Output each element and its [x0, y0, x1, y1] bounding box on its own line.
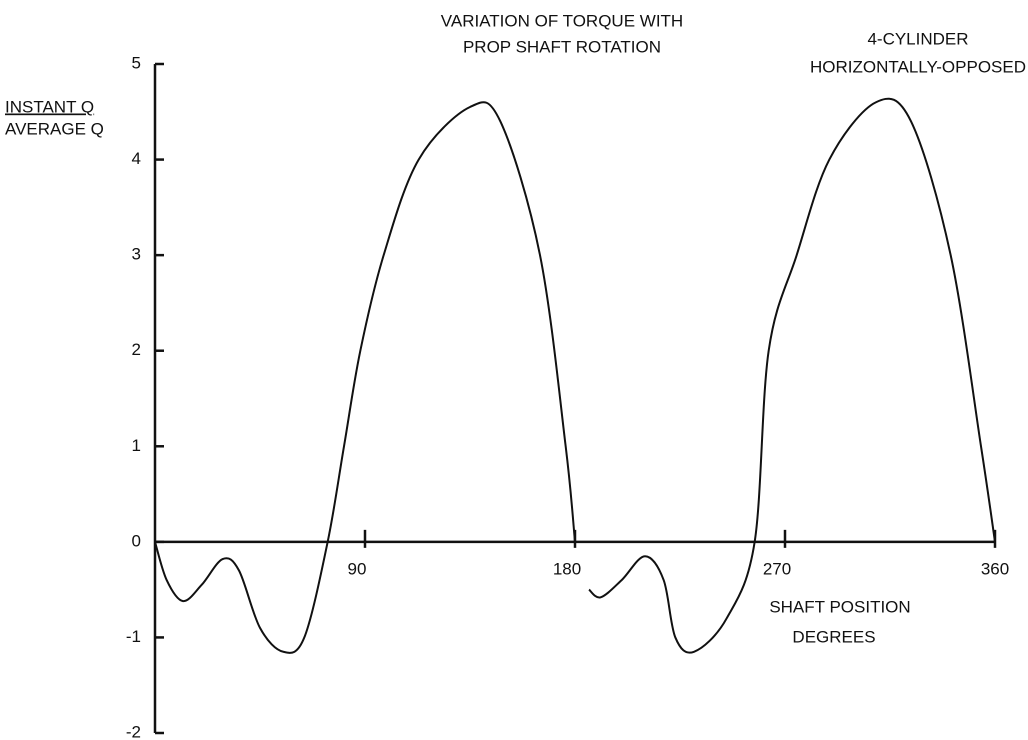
torque-curve [154, 97, 996, 654]
x-axis-label: DEGREES [792, 627, 875, 646]
y-tick-label: 2 [132, 340, 141, 359]
x-axis-label: SHAFT POSITION [769, 597, 910, 616]
x-tick-label: 180 [553, 559, 581, 578]
y-tick-label: -1 [126, 627, 141, 646]
y-axis-label: INSTANT Q [5, 97, 94, 116]
y-tick-label: 1 [132, 436, 141, 455]
x-tick-label: 270 [763, 559, 791, 578]
y-tick-label: 0 [132, 531, 141, 550]
annotation: 4-CYLINDER [867, 29, 968, 48]
chart-title: PROP SHAFT ROTATION [463, 37, 661, 56]
y-axis-label: AVERAGE Q [5, 119, 104, 138]
x-tick-label: 90 [348, 559, 367, 578]
y-tick-label: -2 [126, 722, 141, 740]
x-tick-label: 360 [981, 559, 1009, 578]
y-tick-label: 3 [132, 245, 141, 264]
y-tick-label: 5 [132, 53, 141, 72]
annotation: HORIZONTALLY-OPPOSED [810, 57, 1026, 76]
chart-title: VARIATION OF TORQUE WITH [441, 11, 683, 30]
y-tick-label: 4 [132, 149, 141, 168]
